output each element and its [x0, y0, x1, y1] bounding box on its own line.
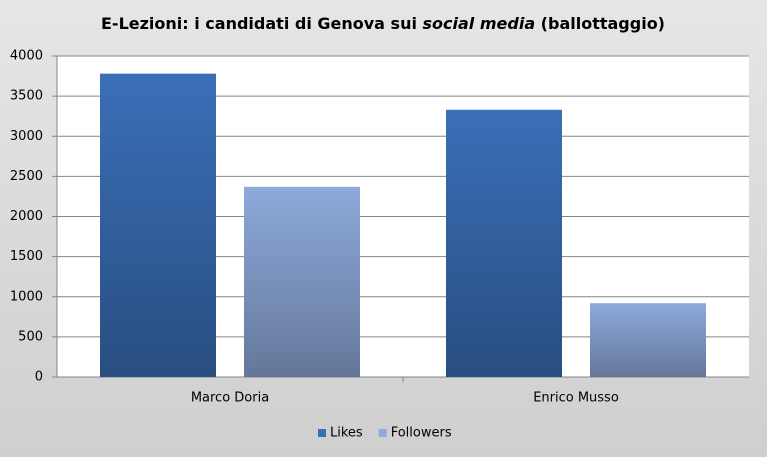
y-tick-label: 0 — [35, 370, 43, 385]
y-tick-label: 3500 — [10, 89, 43, 104]
legend-swatch — [318, 429, 326, 437]
y-tick-label: 4000 — [10, 49, 43, 64]
bar — [590, 303, 706, 377]
chart-title: E-Lezioni: i candidati di Genova sui soc… — [101, 14, 665, 33]
legend-label: Followers — [391, 426, 452, 441]
y-tick-label: 1500 — [10, 249, 43, 264]
bar — [446, 109, 562, 377]
legend-swatch — [378, 429, 387, 437]
x-tick-label: Enrico Musso — [533, 391, 619, 406]
y-tick-label: 500 — [18, 329, 43, 344]
title-part: social media — [423, 14, 536, 33]
bar — [244, 186, 360, 377]
bar — [100, 73, 216, 377]
title-part: E-Lezioni: i candidati di Genova sui — [101, 14, 423, 33]
y-tick-label: 1000 — [10, 289, 43, 304]
legend-label: Likes — [330, 426, 363, 441]
x-tick-label: Marco Doria — [191, 391, 269, 406]
y-tick-label: 2000 — [10, 209, 43, 224]
y-tick-label: 3000 — [10, 129, 43, 144]
y-tick-label: 2500 — [10, 169, 43, 184]
title-part: (ballottaggio) — [535, 14, 665, 33]
